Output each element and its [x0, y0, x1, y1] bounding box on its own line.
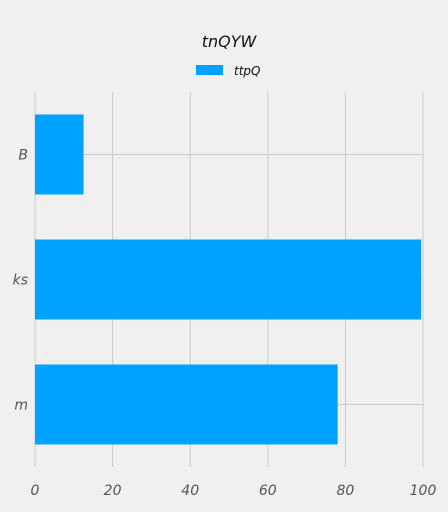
bar-B	[35, 114, 84, 195]
x-tick-label: 20	[104, 483, 122, 499]
bar-ks	[35, 239, 422, 320]
bar-m	[35, 364, 338, 445]
legend: ttpQ	[196, 64, 260, 78]
y-tick-labels: Bks m	[13, 148, 28, 414]
y-tick-label: m	[14, 398, 28, 414]
legend-label: ttpQ	[234, 64, 260, 78]
x-tick-label: 40	[181, 483, 199, 499]
x-tick-label: 60	[259, 483, 277, 499]
x-tick-labels: 0 20 40 60 80 100	[31, 483, 437, 499]
y-tick-label: ks	[13, 273, 28, 289]
bar-layer	[35, 114, 422, 445]
x-tick-label: 100	[410, 483, 437, 499]
y-tick-label: B	[18, 148, 28, 164]
x-tick-label: 80	[336, 483, 354, 499]
legend-swatch	[196, 65, 223, 75]
x-tick-label: 0	[31, 483, 40, 499]
chart-title: tnQYW	[202, 32, 258, 51]
